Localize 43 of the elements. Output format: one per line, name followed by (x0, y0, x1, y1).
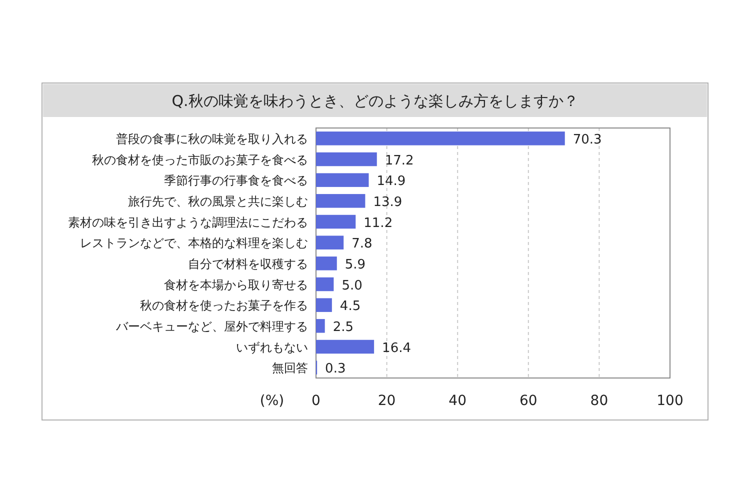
x-axis-title: (%) (260, 393, 284, 409)
data-label: 5.9 (344, 257, 366, 272)
data-label: 4.5 (340, 299, 361, 314)
y-tick-label: 旅行先で、秋の風景と共に楽しむ (128, 194, 308, 208)
bar (316, 236, 344, 250)
bar (316, 256, 337, 270)
data-label: 16.4 (382, 340, 412, 356)
bar (316, 340, 374, 354)
bar (316, 298, 332, 312)
y-tick-label: 秋の食材を使ったお菓子を作る (140, 298, 308, 313)
y-tick-label: レストランなどで、本格的な料理を楽しむ (80, 236, 308, 250)
data-label: 11.2 (364, 216, 393, 231)
y-tick-label: 自分で材料を収穫する (188, 256, 308, 271)
bar (316, 277, 334, 292)
data-label: 17.2 (384, 153, 414, 168)
bar (316, 194, 366, 208)
data-label: 2.5 (332, 320, 354, 335)
chart-title: Q.秋の味覚を味わうとき、どのような楽しみ方をしますか？ (172, 92, 578, 110)
data-label: 13.9 (373, 194, 402, 210)
x-tick-label: 80 (590, 393, 608, 409)
bar (316, 319, 325, 333)
data-label: 5.0 (342, 278, 362, 294)
y-tick-label: バーベキューなど、屋外で料理する (115, 319, 308, 334)
y-tick-label: 無回答 (272, 361, 308, 376)
x-tick-label: 20 (378, 393, 396, 409)
y-tick-label: 季節行事の行事食を食べる (164, 174, 308, 188)
data-label: 70.3 (572, 132, 602, 148)
bar (316, 132, 565, 146)
bar (316, 152, 377, 166)
y-tick-label: 秋の食材を使った市販のお菓子を食べる (92, 152, 308, 167)
data-label: 14.9 (376, 174, 406, 190)
bar (316, 173, 369, 187)
data-label: 0.3 (325, 362, 346, 377)
y-tick-label: 食材を本場から取り寄せる (164, 278, 308, 292)
y-tick-label: 素材の味を引き出すような調理法にこだわる (68, 215, 308, 230)
bar (316, 214, 356, 229)
y-tick-label: 普段の食事に秋の味覚を取り入れる (116, 132, 308, 146)
data-label: 7.8 (352, 236, 372, 252)
x-tick-label: 60 (519, 393, 538, 409)
x-tick-label: 0 (312, 393, 320, 409)
x-tick-label: 100 (656, 393, 684, 409)
y-tick-label: いずれもない (236, 340, 308, 354)
x-tick-label: 40 (448, 393, 467, 409)
